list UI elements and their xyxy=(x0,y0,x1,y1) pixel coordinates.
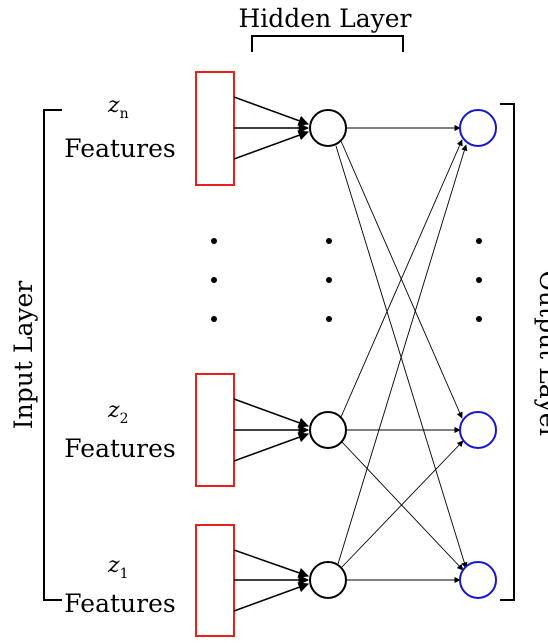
hidden-node-z2 xyxy=(309,411,347,449)
ellipsis-dots-hidden xyxy=(326,238,332,322)
features-label: Features xyxy=(64,434,175,463)
input-layer-bracket xyxy=(43,109,62,601)
group-label-z2: z2 Features xyxy=(64,398,175,463)
input-box-z2 xyxy=(195,373,235,487)
var-z: z xyxy=(107,93,120,118)
input-arrows xyxy=(233,96,310,612)
svg-text:zn: zn xyxy=(107,93,129,122)
input-box-zn xyxy=(195,71,235,186)
var-subscript: 2 xyxy=(120,411,129,427)
var-subscript: n xyxy=(120,106,129,122)
var-z: z xyxy=(107,398,120,423)
ellipsis-dots-input xyxy=(211,238,217,322)
ellipsis-dots-output xyxy=(476,238,482,322)
hidden-layer-bracket xyxy=(251,35,404,52)
svg-text:z1: z1 xyxy=(107,553,129,582)
output-node-middle xyxy=(459,411,497,449)
input-layer-label: Input Layer xyxy=(9,281,38,429)
hidden-output-arrows xyxy=(335,124,468,584)
features-label: Features xyxy=(64,134,175,163)
output-node-bottom xyxy=(459,561,497,599)
hidden-node-z1 xyxy=(309,561,347,599)
svg-text:z2: z2 xyxy=(107,398,129,427)
hidden-layer-label: Hidden Layer xyxy=(238,4,411,33)
output-layer-label: Output Layer xyxy=(534,270,548,439)
group-label-zn: zn Features xyxy=(64,93,175,163)
output-node-top xyxy=(459,109,497,147)
var-subscript: 1 xyxy=(120,566,129,582)
hidden-node-zn xyxy=(309,109,347,147)
output-layer-bracket xyxy=(500,103,515,601)
group-label-z1: z1 Features xyxy=(64,553,175,618)
features-label: Features xyxy=(64,589,175,618)
input-box-z1 xyxy=(195,524,235,637)
var-z: z xyxy=(107,553,120,578)
